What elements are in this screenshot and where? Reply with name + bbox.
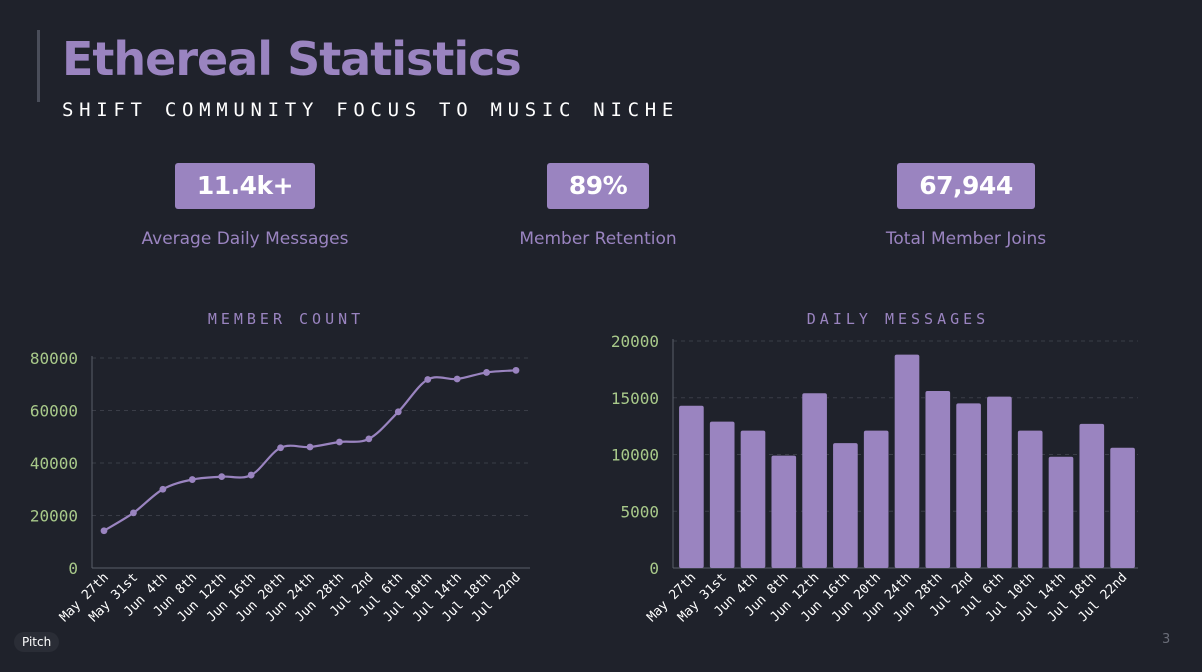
daily-messages-bar (740, 430, 766, 568)
daily-messages-bar (987, 396, 1012, 568)
pitch-logo[interactable]: Pitch (14, 632, 60, 652)
daily-messages-y-tick-label: 15000 (611, 389, 659, 408)
daily-messages-bar (925, 390, 951, 568)
member-count-y-tick-label: 40000 (30, 454, 78, 473)
daily-messages-bar (833, 443, 858, 568)
stat-label: Member Retention (519, 229, 677, 249)
title-accent-bar (37, 30, 40, 102)
member-count-point (394, 408, 402, 416)
member-count-point (336, 438, 343, 446)
stat-label: Average Daily Messages (141, 229, 349, 249)
member-count-point (159, 485, 167, 493)
member-count-y-tick-label: 60000 (30, 402, 78, 421)
daily-messages-bar (863, 430, 889, 568)
member-count-series-line (103, 369, 517, 532)
daily-messages-bar (894, 354, 920, 568)
daily-messages-y-tick-label: 10000 (611, 446, 659, 465)
member-count-point (512, 366, 520, 374)
member-count-point (247, 471, 255, 479)
member-count-point (277, 444, 284, 452)
member-count-point (188, 476, 196, 483)
daily-messages-bar (1079, 423, 1105, 568)
stat-average-daily-messages: 11.4k+ Average Daily Messages (95, 163, 395, 249)
page-subtitle: SHIFT COMMUNITY FOCUS TO MUSIC NICHE (62, 99, 680, 121)
stat-total-member-joins: 67,944 Total Member Joins (816, 163, 1116, 249)
daily-messages-bar (802, 393, 827, 568)
member-count-point (365, 435, 373, 443)
member-count-point (453, 375, 461, 383)
daily-messages-y-tick-label: 20000 (611, 332, 659, 351)
daily-messages-bar (1110, 447, 1135, 568)
daily-messages-bar (1017, 430, 1043, 568)
stat-member-retention: 89% Member Retention (448, 163, 748, 249)
member-count-point (306, 443, 314, 451)
daily-messages-y-tick-label: 0 (649, 559, 659, 578)
daily-messages-y-tick-label: 5000 (620, 502, 659, 521)
member-count-y-tick-label: 20000 (30, 507, 78, 526)
stat-value: 89% (546, 163, 650, 209)
stat-label: Total Member Joins (885, 229, 1047, 249)
daily-messages-bar (956, 403, 981, 568)
stat-value: 11.4k+ (174, 163, 316, 209)
page-number: 3 (1162, 632, 1171, 647)
member-count-point (424, 376, 432, 383)
member-count-point (218, 473, 226, 481)
daily-messages-bar (679, 405, 704, 568)
member-count-chart-title: MEMBER COUNT (208, 310, 364, 328)
page-title: Ethereal Statistics (62, 32, 522, 86)
daily-messages-bar (771, 455, 797, 568)
daily-messages-bar (1048, 456, 1074, 568)
member-count-y-tick-label: 0 (68, 559, 78, 578)
stat-value: 67,944 (897, 163, 1035, 209)
member-count-point (130, 509, 137, 517)
member-count-y-tick-label: 80000 (30, 349, 78, 368)
daily-messages-bar (709, 421, 735, 568)
daily-messages-chart-title: DAILY MESSAGES (807, 310, 989, 328)
member-count-point (100, 527, 108, 535)
member-count-point (483, 369, 490, 376)
